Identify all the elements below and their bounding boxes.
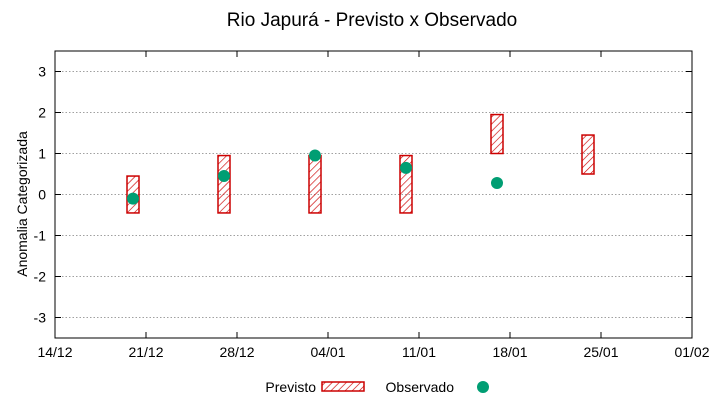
axes — [54, 50, 693, 339]
previsto-bar — [217, 154, 231, 214]
x-tick-label: 04/01 — [310, 344, 345, 360]
chart-title: Rio Japurá - Previsto x Observado — [227, 10, 517, 31]
legend-swatch-previsto — [321, 381, 365, 392]
observado-point — [400, 161, 412, 174]
legend: Previsto Observado — [265, 379, 489, 395]
y-axis-label: Anomalia Categorizada — [14, 131, 30, 277]
plot-frame — [54, 50, 693, 339]
y-tick-label: 1 — [38, 146, 46, 162]
y-tick-label: 0 — [38, 187, 46, 203]
x-tick-label: 14/12 — [37, 344, 72, 360]
x-tick-label: 11/01 — [402, 344, 436, 360]
y-tick-label: 3 — [38, 64, 46, 80]
y-tick-label: -2 — [34, 269, 47, 285]
y-tick-label: -3 — [34, 310, 47, 326]
previsto-bar — [581, 134, 595, 175]
previsto-series — [126, 113, 595, 214]
x-tick-label: 25/01 — [583, 344, 618, 360]
x-tick-label: 21/12 — [128, 344, 163, 360]
observado-point — [127, 192, 139, 205]
observado-point — [218, 170, 230, 183]
legend-label-observado: Observado — [386, 379, 455, 395]
legend-label-previsto: Previsto — [265, 379, 316, 395]
observado-point — [309, 149, 321, 162]
previsto-bar — [308, 154, 322, 214]
grid — [55, 71, 692, 318]
x-tick-label: 18/01 — [492, 344, 527, 360]
x-tick-label: 28/12 — [219, 344, 254, 360]
legend-marker-observado — [477, 381, 489, 393]
x-tick-label: 01/02 — [674, 344, 709, 360]
y-tick-label: 2 — [38, 105, 46, 121]
observado-point — [491, 177, 503, 190]
tick-labels: 3 2 1 0 -1 -2 -3 14/12 21/12 28/12 04/01 11/01 18/01… — [34, 64, 710, 361]
previsto-bar — [490, 113, 504, 155]
y-tick-label: -1 — [34, 228, 47, 244]
observado-series — [127, 149, 503, 205]
